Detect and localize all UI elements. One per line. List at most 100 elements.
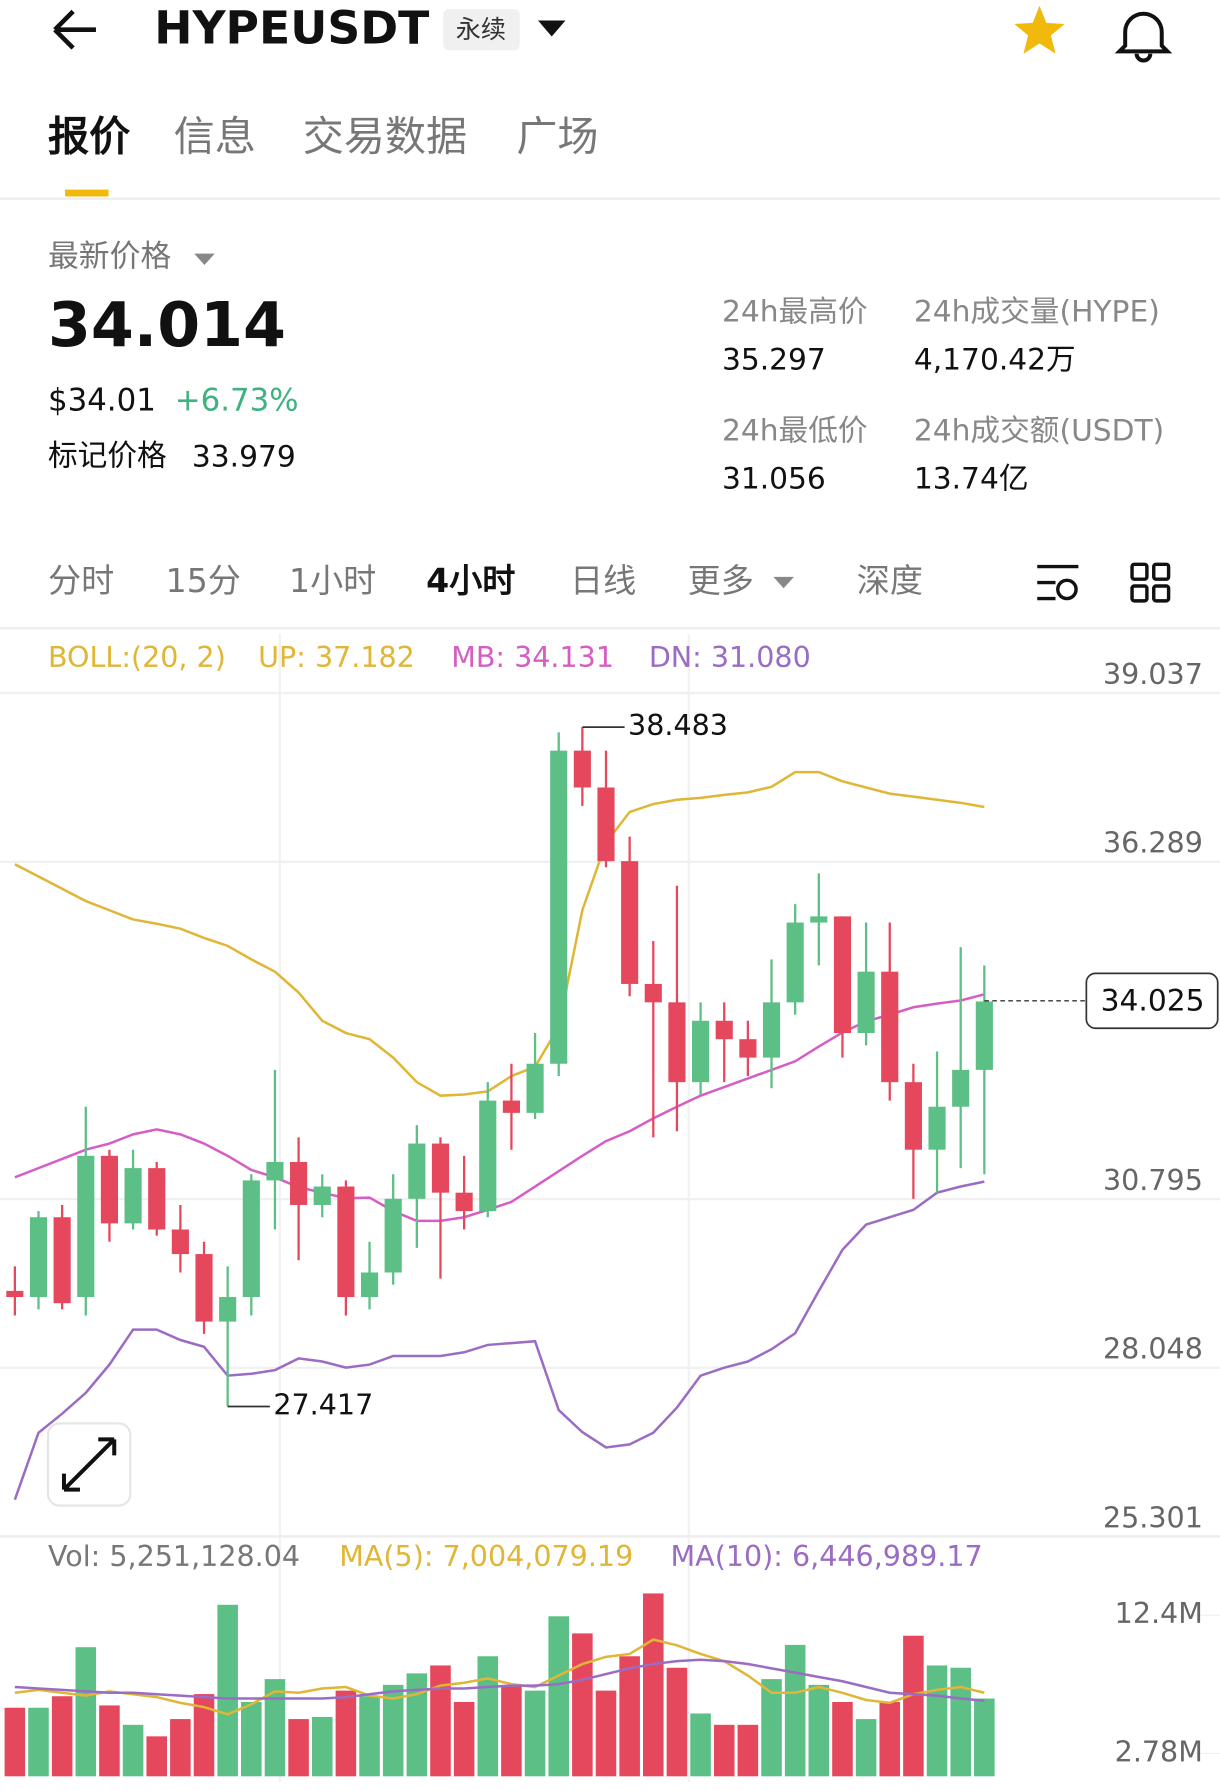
candle-body bbox=[621, 861, 639, 984]
tab[interactable]: 信息 bbox=[174, 112, 256, 160]
volume-bar bbox=[28, 1707, 49, 1777]
boll-line bbox=[14, 993, 985, 1223]
volume-bar bbox=[879, 1701, 901, 1777]
interval[interactable]: 日线 bbox=[570, 561, 636, 600]
volume-bar bbox=[595, 1690, 617, 1777]
annotation-label: 27.417 bbox=[273, 1388, 373, 1422]
volume-bar bbox=[75, 1647, 97, 1777]
interval[interactable]: 深度 bbox=[857, 561, 923, 600]
back-button[interactable] bbox=[53, 9, 96, 50]
boll-line bbox=[14, 770, 985, 1097]
candle-body bbox=[124, 1168, 142, 1224]
last-price: 34.014 bbox=[48, 289, 286, 361]
candle-body bbox=[77, 1155, 95, 1298]
volume-bar bbox=[382, 1684, 404, 1777]
layout-icon[interactable] bbox=[1130, 562, 1171, 603]
candle-body bbox=[692, 1020, 710, 1083]
volume-bar bbox=[950, 1667, 971, 1777]
volume-bar bbox=[903, 1635, 924, 1777]
price-dropdown[interactable] bbox=[194, 253, 215, 266]
boll-line bbox=[13, 1180, 985, 1501]
y-tick-label: 30.795 bbox=[1103, 1163, 1203, 1197]
candle-body bbox=[384, 1198, 402, 1273]
volume-bar bbox=[217, 1604, 238, 1777]
volume-bar bbox=[146, 1736, 168, 1777]
volume-bar bbox=[311, 1716, 333, 1777]
candle-body bbox=[975, 1001, 993, 1070]
current-price: 34.025 bbox=[1101, 983, 1205, 1018]
tab[interactable]: 报价 bbox=[48, 112, 131, 160]
volume-bar bbox=[926, 1665, 948, 1777]
candle-body bbox=[313, 1186, 331, 1205]
candle-body bbox=[29, 1217, 48, 1298]
candle-body bbox=[148, 1168, 166, 1230]
volume-bar bbox=[406, 1673, 428, 1777]
candle-body bbox=[597, 787, 615, 862]
volume-bar bbox=[974, 1698, 995, 1777]
volume-bar bbox=[477, 1656, 499, 1777]
volume-bar bbox=[51, 1696, 73, 1777]
candle-body bbox=[100, 1155, 119, 1224]
stat-label: 24h最低价 bbox=[722, 413, 868, 448]
candle-body bbox=[6, 1290, 24, 1298]
candle-body bbox=[833, 916, 852, 1034]
volume-bar bbox=[501, 1684, 522, 1777]
stat-value: 31.056 bbox=[722, 461, 826, 496]
volume-bar bbox=[524, 1690, 546, 1777]
volume-bar bbox=[288, 1719, 309, 1777]
interval[interactable]: 更多 bbox=[688, 561, 754, 600]
volume-bar bbox=[690, 1713, 711, 1777]
indicator-icon[interactable] bbox=[1037, 564, 1079, 601]
interval[interactable]: 15分 bbox=[166, 561, 241, 600]
badge: 永续 bbox=[456, 15, 506, 44]
candle-body bbox=[266, 1161, 284, 1181]
volume-bar bbox=[572, 1633, 593, 1777]
tab[interactable]: 广场 bbox=[516, 112, 598, 160]
candle-body bbox=[171, 1229, 189, 1255]
volume-bar bbox=[643, 1593, 664, 1777]
candle-body bbox=[952, 1069, 970, 1107]
symbol-dropdown[interactable] bbox=[538, 20, 566, 37]
notification-bell[interactable] bbox=[1114, 11, 1173, 63]
volume-bar bbox=[335, 1690, 357, 1777]
interval[interactable]: 4小时 bbox=[426, 561, 515, 600]
candle-body bbox=[904, 1082, 922, 1150]
mark-label: 标记价格 bbox=[48, 438, 167, 473]
volume-bar bbox=[737, 1724, 759, 1777]
volume-bar bbox=[855, 1719, 877, 1777]
more-dropdown[interactable] bbox=[773, 576, 794, 589]
candle-body bbox=[360, 1272, 379, 1298]
candle-body bbox=[219, 1297, 237, 1322]
boll-legend: BOLL:(20, 2) bbox=[48, 640, 226, 674]
favorite-star[interactable] bbox=[1014, 5, 1065, 54]
volume-bar bbox=[761, 1679, 782, 1777]
volume-bar bbox=[784, 1644, 806, 1777]
change: +6.73% bbox=[175, 383, 299, 419]
candle-body bbox=[290, 1161, 308, 1205]
candle-body bbox=[242, 1180, 260, 1298]
expand-icon bbox=[61, 1437, 117, 1492]
ma5-legend: MA(5): 7,004,079.19 bbox=[339, 1539, 633, 1573]
y-tick-label: 28.048 bbox=[1103, 1332, 1203, 1366]
candle-body bbox=[431, 1143, 450, 1193]
candle-body bbox=[644, 983, 662, 1003]
candle-body bbox=[479, 1100, 497, 1212]
annotation-label: 38.483 bbox=[628, 708, 728, 742]
volume-bar bbox=[713, 1724, 735, 1777]
stat-value: 4,170.42万 bbox=[914, 342, 1076, 377]
candle-body bbox=[881, 971, 899, 1083]
interval[interactable]: 分时 bbox=[48, 561, 114, 600]
candle-body bbox=[526, 1063, 544, 1113]
current-price-box bbox=[1085, 972, 1219, 1030]
candle-body bbox=[337, 1186, 355, 1298]
interval[interactable]: 1小时 bbox=[289, 561, 376, 600]
tab[interactable]: 交易数据 bbox=[303, 112, 467, 160]
volume-tick-label: 2.78M bbox=[1115, 1734, 1203, 1768]
volume-bar bbox=[4, 1707, 26, 1777]
candle-body bbox=[739, 1039, 757, 1058]
boll-dn: DN: 31.080 bbox=[649, 640, 811, 674]
boll-up: UP: 37.182 bbox=[258, 640, 415, 674]
ma10-legend: MA(10): 6,446,989.17 bbox=[671, 1539, 983, 1573]
